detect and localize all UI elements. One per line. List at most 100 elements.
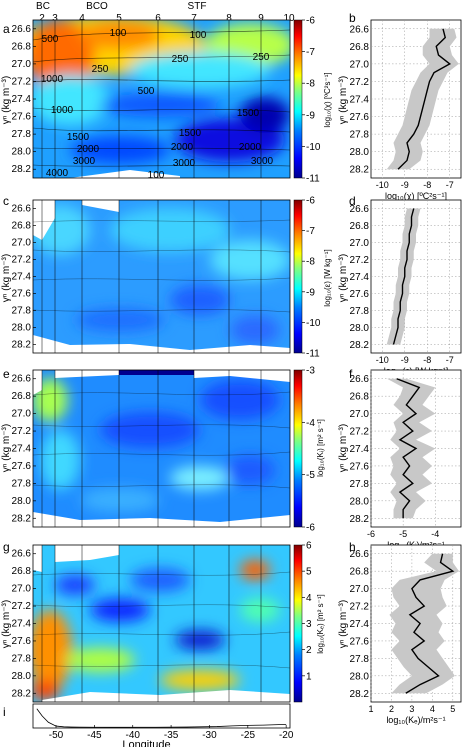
y-tick-label: 26.8	[12, 391, 32, 402]
y-tick-label: 26.6	[12, 549, 32, 560]
colorbar-tick-label: -8	[306, 257, 315, 268]
contour-label: 500	[138, 86, 155, 97]
contour-label: 1500	[179, 128, 202, 139]
panel-letter: a	[3, 22, 10, 36]
panel-letter: i	[3, 705, 6, 719]
colorbar-tick-label: 2	[306, 645, 312, 656]
x-tick-label: 5	[450, 704, 455, 714]
heatmap-c-field	[33, 200, 290, 353]
colorbar-g	[293, 544, 303, 703]
y-tick-label: 27.8	[350, 479, 370, 490]
panel-letter: g	[3, 540, 10, 554]
y-tick-label: 27.0	[350, 59, 370, 70]
y-tick-label: 26.8	[12, 41, 32, 52]
x-tick-label: -35	[164, 730, 179, 741]
y-tick-label: 27.8	[12, 129, 32, 140]
front-label-bc: BC	[36, 1, 50, 12]
station-number: 3	[52, 13, 58, 24]
y-tick-label: 27.2	[12, 255, 32, 266]
station-number: 6	[155, 13, 161, 24]
y-tick-label: 27.2	[350, 255, 370, 266]
y-tick-label: 27.8	[350, 654, 370, 665]
station-number: 4	[79, 13, 85, 24]
colorbar-a	[293, 19, 303, 179]
contour-labels-a: 100 250 500 1000 1500 2000 3000 4000 100…	[41, 28, 274, 181]
colorbar-label-a: log₁₀(χ) [ºC²s⁻¹]	[323, 72, 332, 127]
y-tick-label: 28.0	[350, 671, 370, 682]
colorbar-tick-label: 6	[306, 541, 312, 552]
y-tick-label: 27.6	[350, 636, 370, 647]
y-tick-label: 28.0	[12, 496, 32, 507]
x-tick-label: 3	[409, 704, 414, 714]
colorbar-tick-label: -3	[306, 366, 315, 377]
y-tick-label: 27.4	[12, 272, 32, 283]
y-tick-label: 27.0	[350, 409, 370, 420]
station-number: 7	[191, 13, 197, 24]
uncertainty-envelope	[386, 208, 421, 345]
colorbar-tick-label: -7	[306, 47, 315, 58]
y-tick-label: 27.4	[12, 444, 32, 455]
colorbar-tick-label: -9	[306, 287, 315, 298]
x-tick-label: -8	[423, 355, 431, 365]
y-tick-label: 27.8	[12, 478, 32, 489]
colorbar-tick-label: -11	[306, 174, 320, 185]
contour-label: 3000	[73, 156, 96, 167]
y-tick-label: 26.6	[12, 24, 32, 35]
y-tick-label: 26.8	[350, 567, 370, 578]
uncertainty-envelope	[389, 553, 459, 694]
contour-label: 100	[110, 28, 127, 39]
uncertainty-envelope	[387, 378, 436, 519]
colorbar-label-c: log₁₀(ε) [W kg⁻¹]	[323, 249, 332, 306]
x-tick-label: 4	[430, 704, 435, 714]
x-tick-label: -40	[126, 730, 141, 741]
x-tick-label: -10	[376, 180, 389, 190]
y-tick-label: 28.2	[350, 340, 370, 351]
y-tick-label: 26.8	[350, 42, 370, 53]
profile-line	[392, 208, 415, 345]
y-tick-label: 27.4	[12, 94, 32, 105]
panel-a: 100 250 500 1000 1500 2000 3000 4000 100…	[32, 19, 291, 181]
panel-c	[32, 199, 291, 354]
colorbar-tick-label: -11	[306, 349, 320, 360]
y-tick-label: 27.6	[350, 112, 370, 123]
y-axis-label-c: γⁿ (kg m⁻³)	[1, 254, 12, 302]
colorbar-tick-label: -7	[306, 226, 315, 237]
x-axis-label: log₁₀(Kₑ)/m²s⁻¹	[386, 715, 445, 725]
generated-chart-elements: 26.6 26.8 27.0 27.2 27.4 27.6 27.8 28.0 28.2 26.6…	[12, 16, 462, 747]
y-tick-label: 27.6	[12, 289, 32, 300]
y-tick-label: 27.6	[350, 461, 370, 472]
contour-label: 1000	[51, 105, 74, 116]
y-tick-label: 27.0	[350, 238, 370, 249]
station-lines-c	[41, 200, 262, 353]
y-tick-label: 26.6	[350, 204, 370, 215]
y-tick-label: 27.2	[350, 602, 370, 613]
colorbar-tick-label: -4	[306, 418, 315, 429]
y-tick-label: 27.6	[12, 636, 32, 647]
colorbar-tick-label: 1	[306, 671, 312, 682]
y-tick-label: 26.8	[350, 221, 370, 232]
panel-letter: h	[349, 540, 356, 554]
y-tick-label: 28.0	[12, 147, 32, 158]
x-tick-label: -9	[401, 355, 409, 365]
y-axis-label-b: γⁿ (kg m⁻³)	[338, 76, 349, 124]
y-tick-label: 27.6	[12, 112, 32, 123]
colorbar-tick-label: -10	[306, 318, 321, 329]
panel-letter: f	[349, 367, 353, 381]
y-tick-label: 27.2	[12, 601, 32, 612]
panel-letter: c	[3, 194, 9, 208]
panel-letter: d	[349, 194, 356, 208]
y-tick-label: 26.8	[12, 566, 32, 577]
y-tick-label: 27.4	[350, 95, 370, 106]
y-tick-label: 27.6	[12, 461, 32, 472]
y-tick-label: 28.0	[350, 323, 370, 334]
heatmap-e-field	[33, 370, 290, 527]
y-tick-label: 26.8	[350, 392, 370, 403]
station-lines-a	[41, 20, 262, 178]
colorbar-tick-label: 5	[306, 567, 312, 578]
x-tick-label: -20	[279, 730, 294, 741]
x-tick-label: -7	[446, 355, 454, 365]
contour-label: 4000	[46, 168, 69, 179]
x-tick-label: 2	[389, 704, 394, 714]
y-tick-label: 27.0	[12, 409, 32, 420]
x-tick-label: -10	[376, 355, 389, 365]
